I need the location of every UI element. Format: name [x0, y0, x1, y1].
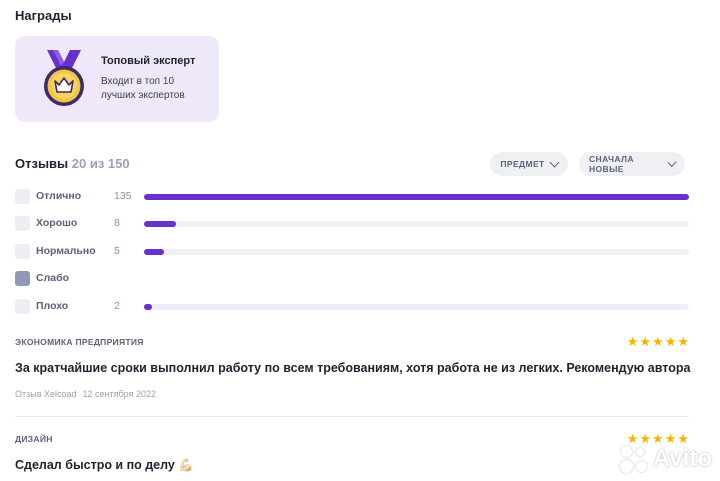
rating-label: Нормально	[36, 245, 96, 257]
rating-row-excellent: Отлично 135	[15, 189, 689, 205]
rating-checkbox[interactable]	[15, 299, 30, 314]
rating-row-good: Хорошо 8	[15, 216, 689, 232]
avito-watermark: Avito	[619, 444, 712, 474]
rating-checkbox[interactable]	[15, 271, 30, 286]
star-icon: ★	[664, 334, 677, 349]
review-date: 12 сентября 2022	[82, 389, 156, 399]
rating-checkbox[interactable]	[15, 216, 30, 231]
star-icon: ★	[639, 334, 652, 349]
star-icon: ★	[664, 431, 677, 446]
review-item: ДИЗАЙН ★ ★ ★ ★ ★ Сделал быстро и по делу 💪🏻	[15, 432, 689, 478]
rating-bar-fill	[144, 304, 153, 310]
award-description: Входит в топ 10 лучших экспертов	[101, 76, 185, 101]
rating-bar-track	[144, 304, 689, 310]
chevron-down-icon	[549, 157, 560, 167]
subject-filter-label: ПРЕДМЕТ	[500, 159, 545, 169]
rating-checkbox[interactable]	[15, 244, 30, 259]
review-text: Сделал быстро и по делу 💪🏻	[15, 458, 194, 472]
sort-filter-label: СНАЧАЛА НОВЫЕ	[589, 154, 634, 174]
reviews-title-text: Отзывы	[15, 156, 69, 171]
rating-bar-fill	[144, 221, 177, 227]
rating-bar-fill	[144, 249, 165, 255]
review-divider	[15, 416, 689, 417]
review-stars: ★ ★ ★ ★ ★	[627, 335, 689, 348]
rating-count: 135	[114, 190, 132, 202]
rating-row-bad: Плохо 2	[15, 299, 689, 315]
rating-count: 8	[114, 217, 120, 229]
rating-count: 2	[114, 300, 120, 312]
avito-logo-icon	[619, 444, 649, 474]
reviews-count: 20 из 150	[71, 156, 130, 171]
review-text: За кратчайшие сроки выполнил работу по в…	[15, 361, 691, 375]
review-subject: ДИЗАЙН	[15, 434, 53, 444]
medal-crown-icon	[44, 50, 84, 106]
sort-filter-button[interactable]: СНАЧАЛА НОВЫЕ	[579, 152, 685, 176]
rating-bar-track	[144, 221, 689, 227]
avito-watermark-text: Avito	[652, 445, 712, 472]
rating-bar-track	[144, 249, 689, 255]
star-icon: ★	[677, 334, 689, 349]
rating-label: Отлично	[36, 190, 82, 202]
review-item: ЭКОНОМИКА ПРЕДПРИЯТИЯ ★ ★ ★ ★ ★ За кратчайши…	[15, 335, 691, 407]
reviews-title: Отзывы 20 из 150	[15, 156, 130, 171]
review-stars: ★ ★ ★ ★ ★	[627, 432, 689, 445]
rating-row-weak: Слабо	[15, 271, 689, 287]
star-icon: ★	[652, 431, 664, 446]
awards-title: Награды	[15, 8, 72, 23]
star-icon: ★	[652, 334, 664, 349]
review-subject: ЭКОНОМИКА ПРЕДПРИЯТИЯ	[15, 337, 144, 347]
review-author: Отзыв Xelcoad	[15, 389, 77, 399]
star-icon: ★	[626, 334, 639, 349]
star-icon: ★	[626, 431, 639, 446]
star-icon: ★	[677, 431, 689, 446]
subject-filter-button[interactable]: ПРЕДМЕТ	[490, 152, 568, 176]
rating-bar-fill	[144, 194, 689, 200]
award-title: Топовый эксперт	[101, 55, 196, 67]
rating-bar-track	[144, 194, 689, 200]
rating-count: 5	[114, 245, 120, 257]
rating-checkbox[interactable]	[15, 189, 30, 204]
rating-label: Хорошо	[36, 217, 78, 229]
rating-label: Слабо	[36, 272, 69, 284]
rating-label: Плохо	[36, 300, 69, 312]
chevron-down-icon	[667, 157, 677, 167]
star-icon: ★	[639, 431, 652, 446]
review-meta: Отзыв Xelcoad 12 сентября 2022	[15, 389, 156, 399]
award-card-top-expert: Топовый эксперт Входит в топ 10 лучших э…	[15, 36, 219, 122]
rating-row-normal: Нормально 5	[15, 244, 689, 260]
